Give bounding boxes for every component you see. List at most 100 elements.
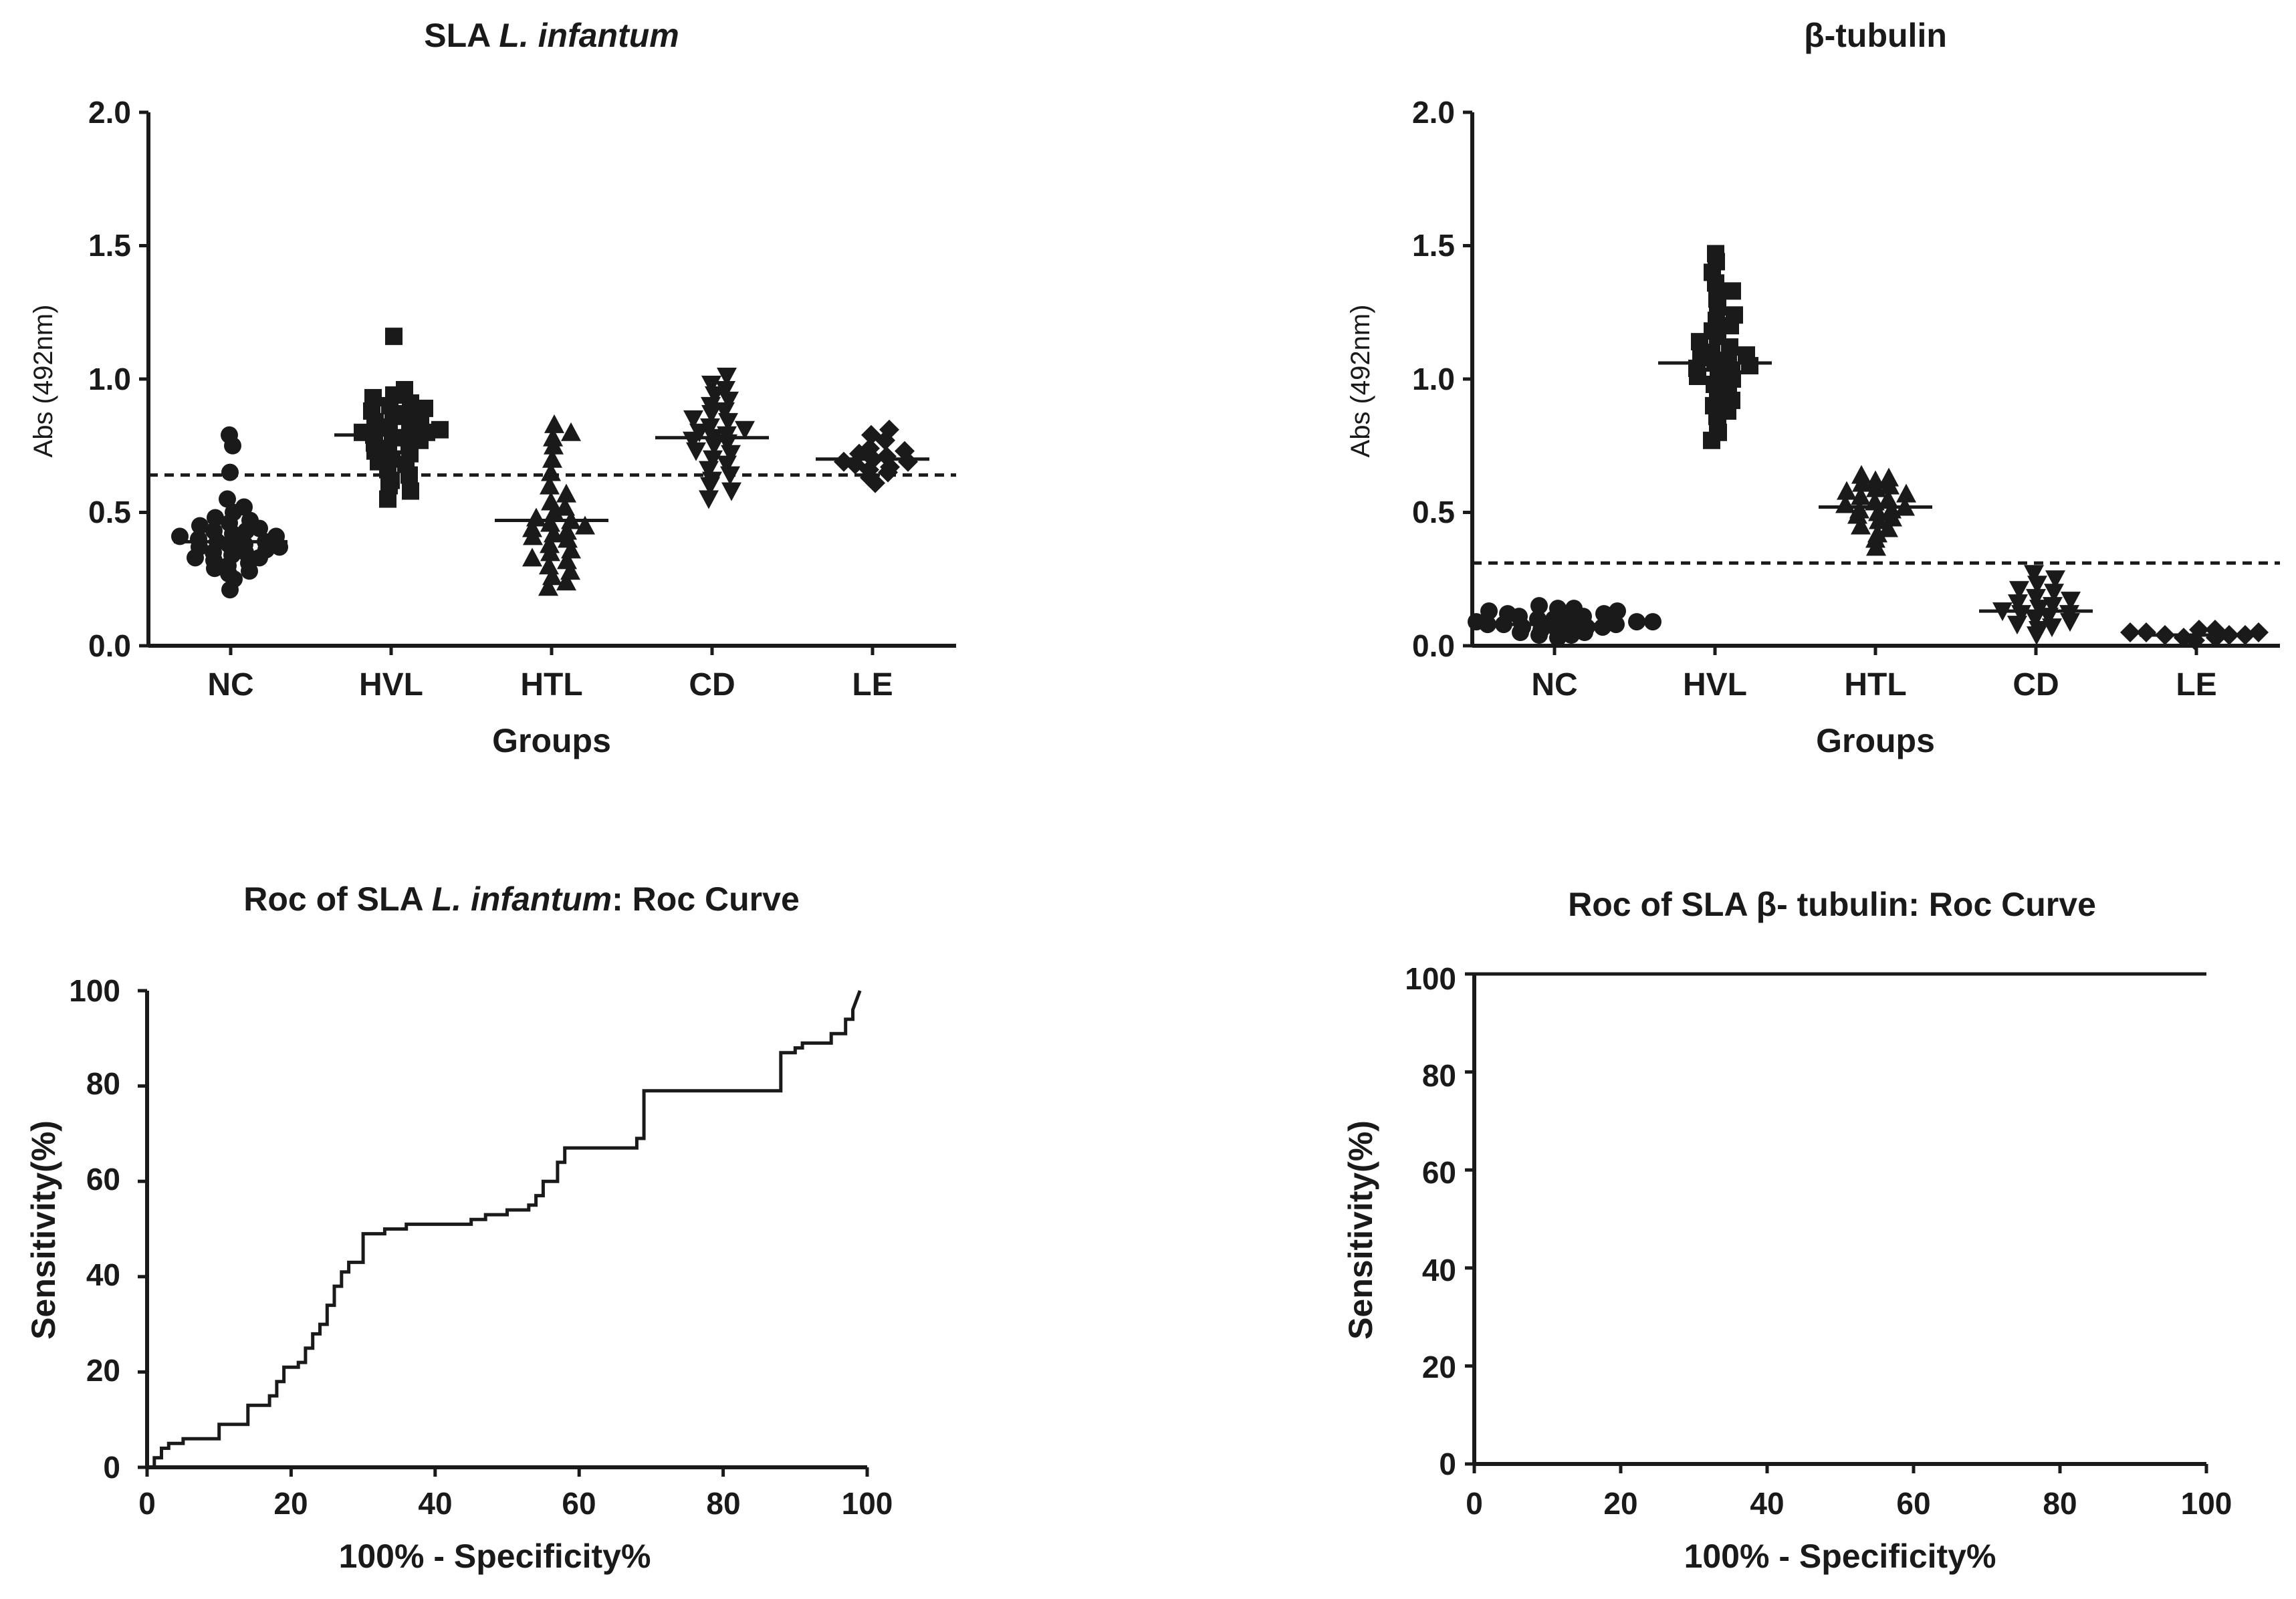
roc-curve — [147, 990, 862, 1469]
data-point — [703, 450, 723, 469]
y-tick-label: 2.0 — [88, 95, 131, 130]
data-point — [2026, 589, 2046, 608]
data-point — [522, 547, 542, 567]
data-point — [542, 449, 562, 468]
x-axis-label: 100% - Specificity% — [1684, 1538, 1996, 1575]
chart-title: Roc of SLA β- tubulin: Roc Curve — [1568, 886, 2096, 923]
category-label: HTL — [520, 667, 582, 703]
data-point — [241, 511, 259, 529]
y-tick-label: 1.5 — [1412, 228, 1455, 263]
category-label: LE — [2176, 667, 2216, 703]
x-tick-label: 60 — [562, 1486, 596, 1521]
chart-title: β-tubulin — [1804, 17, 1947, 54]
x-axis-label: Groups — [492, 722, 611, 759]
data-point — [879, 419, 899, 440]
data-point — [1707, 245, 1724, 263]
data-point — [2007, 616, 2027, 635]
y-tick-label: 1.5 — [88, 228, 131, 263]
data-point — [700, 418, 720, 437]
data-point — [1468, 613, 1485, 631]
data-point — [1607, 616, 1625, 634]
data-point — [1595, 605, 1613, 623]
x-tick-label: 60 — [1896, 1486, 1930, 1521]
y-axis-label: Sensitivity(%) — [1342, 1120, 1379, 1340]
data-point — [1738, 346, 1755, 364]
y-tick-label: 40 — [86, 1257, 120, 1292]
data-point — [540, 475, 560, 495]
data-point — [1896, 483, 1916, 503]
y-tick-label: 0.5 — [88, 495, 131, 529]
category-label: HTL — [1844, 667, 1906, 703]
y-tick-label: 0.0 — [88, 628, 131, 663]
data-point — [542, 566, 562, 586]
x-tick-label: 0 — [138, 1486, 156, 1521]
data-point — [541, 462, 561, 481]
data-point — [396, 380, 413, 398]
data-point — [364, 388, 382, 406]
y-tick-label: 1.0 — [1412, 362, 1455, 396]
y-tick-label: 80 — [1422, 1058, 1456, 1093]
data-point — [2009, 581, 2029, 600]
data-point — [385, 328, 403, 346]
data-point — [1726, 306, 1743, 324]
data-point — [1628, 613, 1645, 631]
data-point — [522, 518, 542, 537]
panel-roc-sla-l-infantum: Roc of SLA L. infantum: Roc Curve Sensit… — [25, 880, 893, 1575]
x-tick-label: 100 — [842, 1486, 893, 1521]
category-label: HVL — [359, 667, 423, 703]
category-label: HVL — [1683, 667, 1747, 703]
category-label: LE — [852, 667, 893, 703]
data-point — [540, 534, 560, 554]
category-label: CD — [2013, 667, 2059, 703]
data-point — [721, 482, 741, 501]
data-point — [683, 410, 703, 429]
y-tick-label: 0.0 — [1412, 628, 1455, 663]
data-point — [219, 490, 236, 508]
x-tick-label: 40 — [418, 1486, 452, 1521]
data-point — [2249, 622, 2269, 643]
category-label: NC — [207, 667, 253, 703]
data-point — [2061, 592, 2081, 611]
category-label: NC — [1531, 667, 1577, 703]
data-point — [1851, 486, 1871, 505]
panel-sla-l-infantum: SLA L. infantum Abs (492nm) Groups 0.0 0… — [29, 17, 956, 759]
data-point — [561, 422, 581, 441]
data-point — [2136, 622, 2156, 643]
data-point — [560, 561, 580, 580]
data-point — [877, 446, 897, 467]
panel-beta-tubulin: β-tubulin Abs (492nm) Groups 0.0 0.5 1.0… — [1346, 17, 2280, 759]
series-le — [816, 419, 929, 493]
data-point — [1609, 602, 1626, 620]
series-hvl — [1658, 245, 1772, 449]
data-point — [556, 572, 576, 591]
y-tick-label: 0.5 — [1412, 495, 1455, 529]
data-point — [1849, 499, 1869, 519]
y-tick-label: 100 — [1405, 961, 1456, 996]
data-point — [686, 442, 706, 461]
x-tick-label: 40 — [1750, 1486, 1784, 1521]
data-point — [2045, 570, 2065, 590]
panel-roc-sla-beta-tubulin: Roc of SLA β- tubulin: Roc Curve Sensiti… — [1342, 886, 2232, 1575]
series-htl — [495, 414, 608, 596]
x-tick-label: 20 — [273, 1486, 308, 1521]
data-point — [715, 380, 735, 400]
data-point — [1724, 282, 1741, 300]
y-axis-label: Abs (492nm) — [29, 305, 58, 458]
data-point — [2008, 594, 2028, 614]
series-cd — [655, 368, 769, 509]
data-point — [1879, 467, 1899, 487]
y-tick-label: 60 — [86, 1162, 120, 1197]
data-point — [1851, 515, 1871, 535]
x-axis-label: 100% - Specificity% — [339, 1538, 651, 1575]
data-point — [1565, 600, 1583, 618]
data-point — [543, 427, 563, 447]
data-point — [861, 424, 881, 445]
data-point — [1851, 465, 1871, 484]
x-tick-label: 20 — [1603, 1486, 1637, 1521]
category-label: CD — [689, 667, 735, 703]
data-point — [895, 441, 915, 461]
data-point — [191, 517, 209, 535]
x-tick-label: 80 — [2043, 1486, 2077, 1521]
x-axis-label: Groups — [1816, 722, 1935, 759]
data-point — [701, 375, 721, 394]
